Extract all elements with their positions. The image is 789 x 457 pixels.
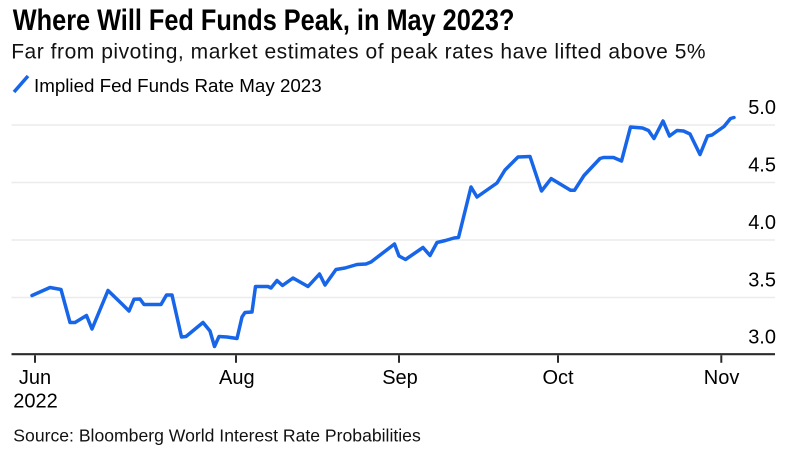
svg-text:3.0: 3.0 <box>748 327 776 349</box>
svg-text:Aug: Aug <box>219 367 255 389</box>
svg-text:Oct: Oct <box>542 367 574 389</box>
svg-text:Where Will Fed Funds Peak, in: Where Will Fed Funds Peak, in May 2023? <box>13 3 515 36</box>
svg-text:Jun: Jun <box>19 367 51 389</box>
svg-text:4.0: 4.0 <box>748 212 776 234</box>
svg-text:Implied Fed Funds Rate May 202: Implied Fed Funds Rate May 2023 <box>34 75 322 96</box>
svg-text:Source: Bloomberg World Intere: Source: Bloomberg World Interest Rate Pr… <box>13 426 421 446</box>
svg-text:4.5: 4.5 <box>748 155 776 177</box>
svg-text:2022: 2022 <box>13 391 58 413</box>
svg-text:Sep: Sep <box>382 367 418 389</box>
svg-text:5.0: 5.0 <box>748 97 776 119</box>
svg-text:3.5: 3.5 <box>748 270 776 292</box>
svg-text:Nov: Nov <box>704 367 740 389</box>
svg-text:Far from pivoting, market esti: Far from pivoting, market estimates of p… <box>11 40 706 63</box>
